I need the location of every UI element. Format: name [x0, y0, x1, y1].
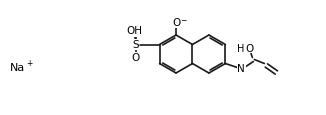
Text: O: O [131, 53, 140, 63]
Text: −: − [180, 16, 186, 25]
Text: Na: Na [10, 62, 25, 72]
Text: H: H [237, 43, 244, 53]
Text: +: + [26, 59, 32, 68]
Text: O: O [245, 43, 254, 53]
Text: O: O [172, 18, 180, 28]
Text: OH: OH [126, 26, 142, 36]
Text: S: S [132, 40, 139, 50]
Text: N: N [237, 64, 245, 74]
Text: O: O [131, 27, 140, 37]
